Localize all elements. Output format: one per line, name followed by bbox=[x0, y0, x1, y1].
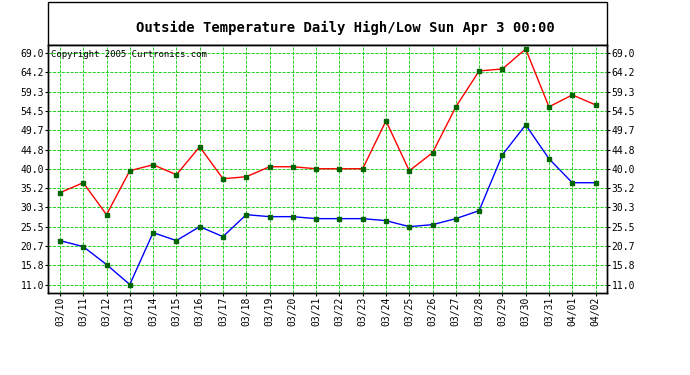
Text: Outside Temperature Daily High/Low Sun Apr 3 00:00: Outside Temperature Daily High/Low Sun A… bbox=[136, 21, 554, 35]
Text: Copyright 2005 Curtronics.com: Copyright 2005 Curtronics.com bbox=[51, 50, 207, 59]
